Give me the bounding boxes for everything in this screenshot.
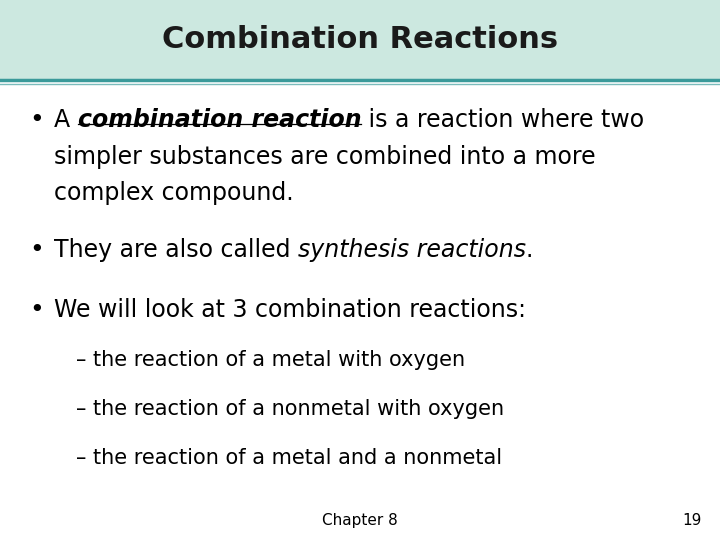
Text: •: • bbox=[29, 108, 43, 132]
Text: is a reaction where two: is a reaction where two bbox=[361, 108, 644, 132]
Text: simpler substances are combined into a more: simpler substances are combined into a m… bbox=[54, 145, 595, 168]
Text: combination reaction: combination reaction bbox=[78, 108, 361, 132]
Text: complex compound.: complex compound. bbox=[54, 181, 294, 205]
Text: – the reaction of a metal and a nonmetal: – the reaction of a metal and a nonmetal bbox=[76, 448, 502, 468]
Text: – the reaction of a nonmetal with oxygen: – the reaction of a nonmetal with oxygen bbox=[76, 399, 504, 419]
Text: A: A bbox=[54, 108, 78, 132]
Text: – the reaction of a metal with oxygen: – the reaction of a metal with oxygen bbox=[76, 350, 464, 370]
Text: Chapter 8: Chapter 8 bbox=[322, 513, 398, 528]
Text: •: • bbox=[29, 298, 43, 321]
Text: Combination Reactions: Combination Reactions bbox=[162, 25, 558, 55]
Text: .: . bbox=[526, 238, 534, 262]
Text: We will look at 3 combination reactions:: We will look at 3 combination reactions: bbox=[54, 298, 526, 321]
FancyBboxPatch shape bbox=[0, 0, 720, 80]
Text: •: • bbox=[29, 238, 43, 262]
Text: They are also called: They are also called bbox=[54, 238, 298, 262]
Text: synthesis reactions: synthesis reactions bbox=[298, 238, 526, 262]
Text: 19: 19 bbox=[683, 513, 702, 528]
